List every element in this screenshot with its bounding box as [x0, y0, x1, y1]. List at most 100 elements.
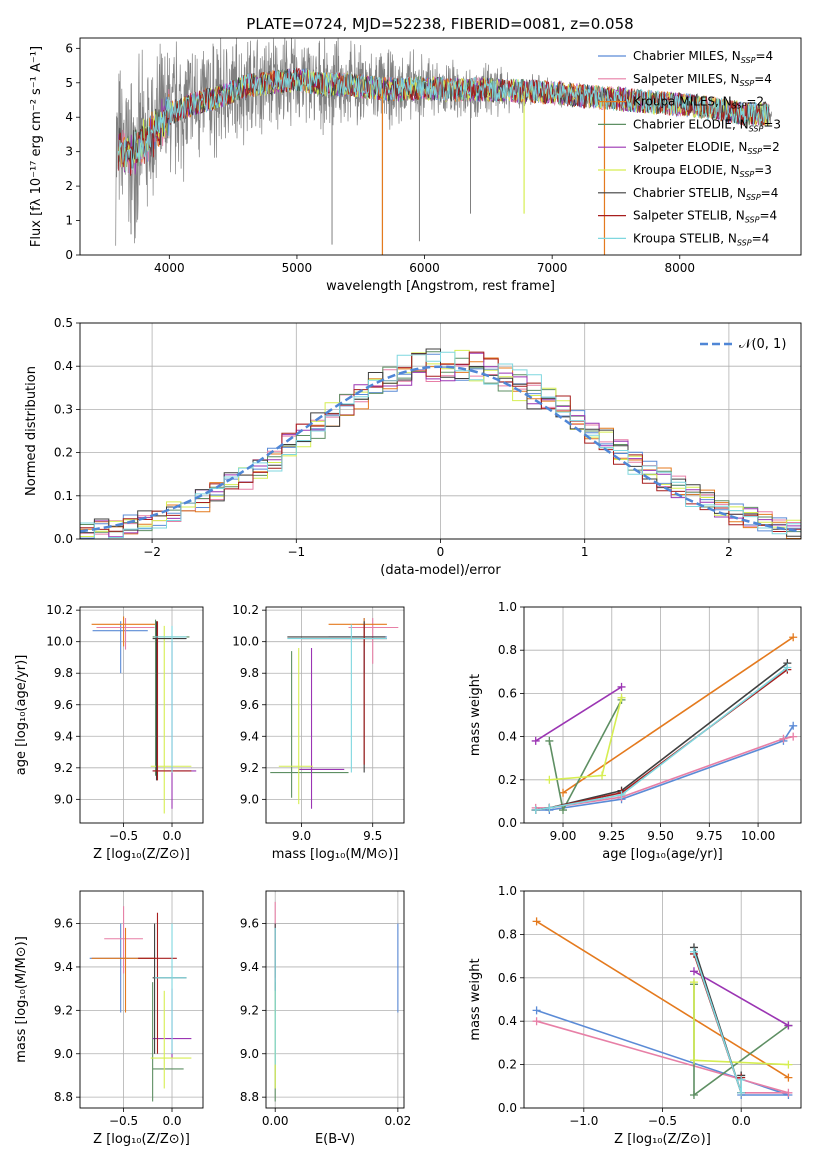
- legend-label: Chabrier STELIB, NSSP=4: [633, 186, 778, 202]
- axes-frame: [523, 606, 802, 824]
- axes-frame: [265, 606, 405, 824]
- normal-curve: [80, 365, 801, 533]
- y-tick-label: 9.4: [54, 729, 73, 743]
- x-tick-label: 0.00: [262, 1114, 289, 1128]
- legend-sub: SSP: [740, 79, 755, 88]
- plot-area: [531, 633, 798, 815]
- y-tick-label: 0.6: [498, 971, 517, 985]
- y-tick-label: 0.2: [54, 446, 73, 460]
- y-tick-label: 9.2: [54, 1003, 73, 1017]
- y-tick-label: 9.6: [240, 698, 259, 712]
- x-tick-label: 10.00: [741, 829, 775, 843]
- series-marker: [789, 633, 798, 642]
- y-tick-label: 0.2: [498, 773, 517, 787]
- y-tick-label: 0.3: [54, 402, 73, 416]
- y-tick-label: 3: [65, 145, 73, 159]
- y-tick-label: 1: [65, 214, 73, 228]
- y-tick-label: 4: [65, 110, 73, 124]
- legend-label: Chabrier ELODIE, NSSP=3: [633, 117, 781, 133]
- y-tick-label: 9.2: [240, 1003, 259, 1017]
- legend-text: Chabrier MILES, N: [633, 49, 741, 63]
- residuals-panel: −2 −1 0 1 2 0.0 0.1 0.2 0.3 0.4 0.5 (data-model)/er…: [24, 316, 802, 578]
- series-marker: [784, 1060, 793, 1069]
- y-axis-label: age [log₁₀(age/yr)]: [14, 655, 29, 776]
- x-axis-label: E(B-V): [315, 1132, 355, 1147]
- legend-tail: =4: [761, 186, 779, 200]
- x-tick-label: 9.50: [647, 829, 674, 843]
- y-tick-label: 8.8: [54, 1090, 73, 1104]
- legend-sub: SSP: [747, 147, 762, 156]
- y-tick-label: 0.0: [54, 532, 73, 546]
- spectrum-panel: 4000 5000 6000 7000 8000 0 1 2 3 4 5 6 wavelength [A…: [29, 37, 802, 294]
- age-vs-weight-panel: 9.00 9.25 9.50 9.75 10.00 0.0 0.2 0.4 0.6 0.8 1.0 a…: [468, 600, 802, 862]
- series-marker: [737, 1075, 746, 1084]
- series-marker: [531, 736, 540, 745]
- x-tick-label: 9.5: [363, 829, 382, 843]
- x-tick-label: −1: [287, 545, 305, 559]
- legend-tail: =2: [746, 95, 764, 109]
- series-line-kroupa_miles: [536, 920, 789, 1079]
- y-tick-label: 0: [65, 248, 73, 262]
- x-tick-label: 1: [581, 545, 589, 559]
- y-tick-label: 0.5: [54, 316, 73, 330]
- x-tick-label: 2: [725, 545, 733, 559]
- series-line-salpeter_elodie: [693, 970, 789, 1027]
- series-line-salpeter_miles: [535, 735, 794, 809]
- y-tick-label: 9.4: [240, 729, 259, 743]
- x-axis-label: (data-model)/error: [380, 563, 501, 578]
- y-tick-label: 0.0: [498, 1101, 517, 1115]
- legend-tail: =3: [763, 117, 781, 131]
- y-tick-label: 1.0: [498, 884, 517, 898]
- y-tick-label: 9.8: [54, 666, 73, 680]
- y-tick-label: 8.8: [240, 1090, 259, 1104]
- x-tick-label: −1.0: [569, 1114, 598, 1128]
- legend-sub: SSP: [740, 170, 755, 179]
- y-axis-label: mass weight: [468, 674, 483, 756]
- x-axis-label: Z [log₁₀(Z/Z⊙)]: [614, 1132, 711, 1147]
- plot-area: [80, 348, 801, 539]
- y-tick-label: 5: [65, 76, 73, 90]
- y-tick-label: 0.4: [498, 1014, 517, 1028]
- series-marker: [783, 663, 792, 672]
- series-marker: [689, 978, 698, 987]
- axes-frame: [79, 890, 204, 1109]
- x-tick-label: 4000: [154, 261, 185, 275]
- z-vs-weight-panel: −1.0 −0.5 0.0 0.0 0.2 0.4 0.6 0.8 1.0 Z [log₁₀(Z/…: [468, 884, 802, 1147]
- histogram-kroupa_stelib: [80, 351, 801, 539]
- series-marker: [532, 1006, 541, 1015]
- y-tick-label: 0.4: [498, 730, 517, 744]
- y-tick-label: 1.0: [498, 600, 517, 614]
- series-marker: [531, 806, 540, 815]
- x-tick-label: 0.02: [385, 1114, 412, 1128]
- series-line-chabrier_miles: [535, 725, 794, 811]
- x-axis-label: wavelength [Angstrom, rest frame]: [326, 279, 555, 294]
- y-tick-label: 6: [65, 41, 73, 55]
- legend-label: Kroupa MILES, NSSP=2: [633, 95, 764, 111]
- legend-sub: SSP: [746, 193, 761, 202]
- legend-tail: =3: [754, 163, 772, 177]
- plot-area: [270, 618, 399, 809]
- plot-area: [274, 901, 399, 1102]
- legend-sub: SSP: [745, 216, 760, 225]
- x-axis-label: Z [log₁₀(Z/Z⊙)]: [93, 1132, 190, 1147]
- y-tick-label: 9.6: [240, 917, 259, 931]
- series-marker: [789, 721, 798, 730]
- x-tick-label: −0.5: [109, 829, 138, 843]
- model-spectrum-kroupa_stelib: [117, 67, 770, 172]
- legend-text: Kroupa STELIB, N: [633, 231, 737, 245]
- x-axis-label: Z [log₁₀(Z/Z⊙)]: [93, 847, 190, 862]
- spectrum-title: PLATE=0724, MJD=52238, FIBERID=0081, z=0…: [246, 15, 633, 33]
- legend-text: Kroupa ELODIE, N: [633, 163, 740, 177]
- axes-frame: [79, 606, 204, 824]
- x-tick-label: 8000: [664, 261, 695, 275]
- plot-area: [532, 917, 793, 1099]
- mass-vs-age-panel: 9.0 9.5 9.0 9.2 9.4 9.6 9.8 10.0 10.2 mass [log₁₀…: [232, 603, 405, 862]
- y-tick-label: 9.4: [240, 960, 259, 974]
- legend-sub: SSP: [749, 124, 764, 133]
- legend-tail: =4: [752, 231, 770, 245]
- legend-label: Chabrier MILES, NSSP=4: [633, 49, 773, 65]
- series-marker: [617, 682, 626, 691]
- z-vs-mass-panel: −0.5 0.0 8.8 9.0 9.2 9.4 9.6 Z [log₁₀(Z/Z⊙)] mas…: [14, 890, 204, 1147]
- y-tick-label: 0.8: [498, 643, 517, 657]
